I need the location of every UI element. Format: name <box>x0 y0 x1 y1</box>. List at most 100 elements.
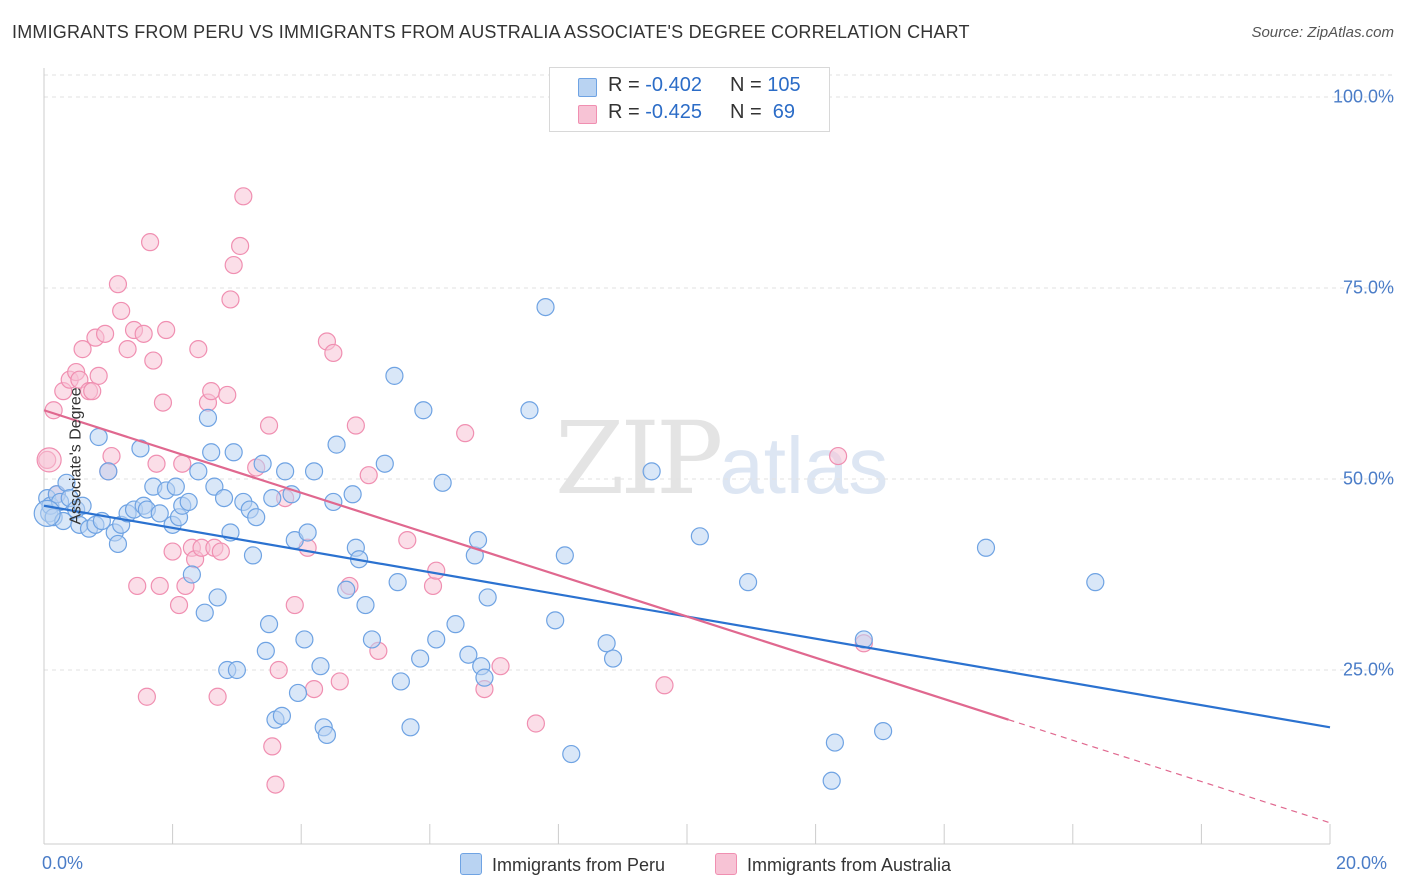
point-australia-41 <box>218 385 237 405</box>
point-peru-14 <box>89 427 108 447</box>
point-peru-29 <box>166 477 185 496</box>
chart-title: IMMIGRANTS FROM PERU VS IMMIGRANTS FROM … <box>12 22 970 42</box>
point-australia-12 <box>95 324 115 343</box>
chart-source: Source: ZipAtlas.com <box>1251 24 1394 41</box>
x-tick-label-max: 20.0% <box>1336 853 1388 873</box>
point-australia-50 <box>269 660 288 680</box>
point-peru-55 <box>276 462 295 481</box>
point-australia-39 <box>208 687 227 706</box>
point-peru-22 <box>131 439 150 458</box>
point-peru-35 <box>195 603 214 622</box>
y-axis-label: Associate's Degree <box>67 387 85 525</box>
point-australia-23 <box>144 351 163 370</box>
point-peru-68 <box>343 485 362 504</box>
point-peru-96 <box>642 462 661 481</box>
point-australia-21 <box>137 687 156 706</box>
point-australia-60 <box>359 466 378 485</box>
point-peru-87 <box>475 668 494 687</box>
point-peru-67 <box>337 580 356 599</box>
point-peru-90 <box>536 298 555 317</box>
point-australia-49 <box>266 775 285 794</box>
point-peru-73 <box>375 454 394 473</box>
point-australia-15 <box>108 275 128 294</box>
point-peru-83 <box>459 645 478 664</box>
point-peru-54 <box>272 706 292 725</box>
point-australia-34 <box>189 340 208 359</box>
point-peru-37 <box>202 443 221 462</box>
point-peru-64 <box>317 725 337 745</box>
point-peru-26 <box>150 504 169 523</box>
point-peru-34 <box>189 462 208 481</box>
trendline-australia-extension <box>1008 719 1331 824</box>
point-australia-64 <box>427 561 446 580</box>
point-australia-26 <box>153 393 173 412</box>
point-australia-47 <box>259 416 279 435</box>
point-peru-93 <box>562 744 581 764</box>
legend-r-australia: R = -0.425 <box>608 101 702 123</box>
point-australia-37 <box>202 382 221 401</box>
point-peru-104 <box>1086 573 1105 592</box>
point-peru-59 <box>295 630 314 649</box>
point-australia-68 <box>526 714 545 733</box>
point-peru-92 <box>555 546 574 565</box>
point-australia-11 <box>89 366 108 385</box>
point-australia-40 <box>211 542 230 561</box>
point-peru-89 <box>520 401 539 420</box>
point-peru-48 <box>247 508 266 527</box>
trendline-australia <box>43 409 1009 721</box>
legend-swatch-peru <box>578 78 597 97</box>
point-australia-59 <box>346 416 365 435</box>
series-legend-swatch-australia <box>715 853 737 875</box>
point-peru-72 <box>362 630 382 649</box>
series-legend-label-australia: Immigrants from Australia <box>747 855 952 875</box>
point-australia-70 <box>829 446 848 466</box>
series-legend-label-peru: Immigrants from Peru <box>492 855 666 875</box>
point-australia-17 <box>118 340 137 359</box>
point-peru-88 <box>478 588 497 607</box>
point-australia-24 <box>147 454 166 473</box>
point-peru-43 <box>224 443 243 462</box>
point-australia-25 <box>150 576 169 596</box>
y-tick-label-25: 25.0% <box>1342 659 1394 680</box>
point-peru-95 <box>603 649 623 668</box>
point-australia-22 <box>140 233 160 252</box>
point-australia-20 <box>134 324 153 343</box>
series-legend-peru: Immigrants from Peru <box>460 853 665 876</box>
point-peru-61 <box>304 462 324 481</box>
point-peru-33 <box>182 565 201 584</box>
point-australia-9 <box>83 382 102 401</box>
point-peru-49 <box>253 454 272 473</box>
point-australia-48 <box>263 737 282 756</box>
point-australia-56 <box>324 343 343 363</box>
point-australia-19 <box>128 576 147 596</box>
correlation-legend: R = -0.402 N = 105 R = -0.425 N = 69 <box>549 67 830 132</box>
point-peru-60 <box>298 523 317 542</box>
point-australia-62 <box>398 531 417 550</box>
point-peru-36 <box>198 408 218 427</box>
point-peru-75 <box>388 573 407 592</box>
point-peru-cluster <box>33 499 61 527</box>
point-australia-16 <box>112 301 131 321</box>
point-peru-81 <box>433 473 452 492</box>
point-australia-14 <box>102 446 121 466</box>
point-australia-44 <box>231 236 250 256</box>
y-tick-label-100: 100.0% <box>1332 86 1394 107</box>
point-peru-18 <box>108 534 128 554</box>
point-peru-98 <box>738 573 758 592</box>
point-australia-7 <box>73 340 92 359</box>
legend-r-peru: R = -0.402 <box>608 74 702 96</box>
y-tick-label-50: 50.0% <box>1342 468 1394 489</box>
point-australia-45 <box>234 187 253 206</box>
point-peru-47 <box>243 546 263 565</box>
legend-n-peru: N = 105 <box>730 74 801 96</box>
point-peru-91 <box>546 611 565 630</box>
point-peru-74 <box>385 366 404 385</box>
point-peru-58 <box>288 683 308 703</box>
y-tick-label-75: 75.0% <box>1342 277 1394 298</box>
series-legend-swatch-peru <box>460 853 482 875</box>
point-australia-42 <box>221 290 240 309</box>
point-australia-29 <box>169 595 189 615</box>
point-peru-44 <box>227 660 246 680</box>
point-peru-40 <box>214 489 234 508</box>
point-peru-78 <box>411 649 430 668</box>
